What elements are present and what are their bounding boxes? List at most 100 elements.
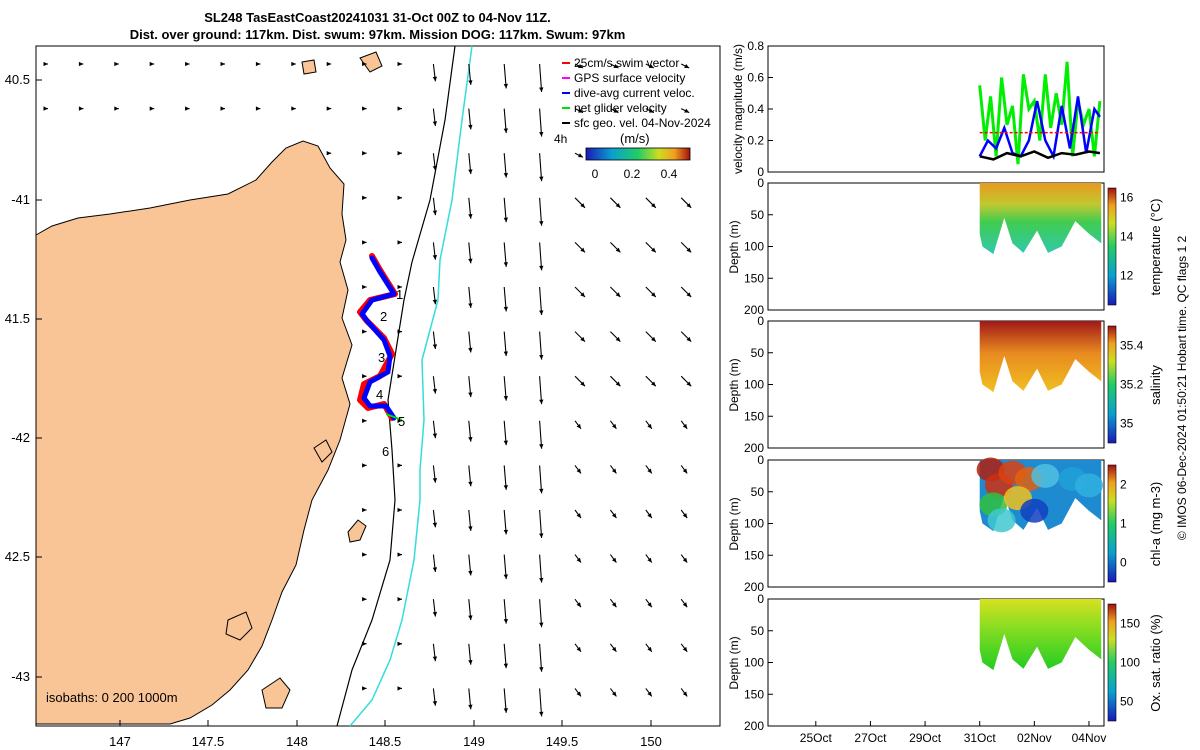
day-label: 4 [376,387,383,402]
velocity-arrow [539,242,544,271]
arrow-head [362,195,367,200]
velocity-arrow [114,61,119,67]
map-xtick-label: 149.5 [546,734,579,749]
arrow-head [432,76,438,82]
velocity-arrow [609,598,617,608]
velocity-arrow [574,63,584,69]
map-xtick-label: 150 [640,734,662,749]
arrow-head [615,292,621,297]
velocity-arrow [397,195,402,200]
arrow-head [576,602,581,608]
arrow-head [576,423,581,429]
velocity-arrow [609,554,617,563]
velocity-arrow [362,463,367,468]
velocity-arrow [432,465,438,483]
day-label: 1 [396,287,403,302]
arrow-head [686,247,692,253]
velocity-ytick-label: 0.4 [747,102,764,116]
velocity-arrow [539,153,544,182]
velocity-arrow [397,61,402,67]
arrow-head [397,106,402,111]
velocity-arrow [503,376,509,401]
arrow-head [397,61,402,67]
velocity-arrow [362,597,367,602]
map-ytick-label: 41.5 [5,311,30,326]
arrow-head [684,108,690,113]
section-data-fill [979,183,1102,255]
velocity-ytick-label: 0.8 [747,39,764,53]
section-ytick-label: 150 [744,687,764,701]
map-xtick-label: 147.5 [192,734,225,749]
velocity-arrow [362,329,367,334]
arrow-head [468,80,473,85]
velocity-arrow [362,106,367,111]
velocity-arrow [574,242,586,253]
arrow-head [468,347,473,353]
glider-track-net [385,413,403,421]
velocity-arrow [362,552,367,557]
velocity-arrow [610,63,619,69]
velocity-arrow [610,375,621,387]
arrow-head [43,106,48,111]
section-ytick-label: 0 [757,314,764,328]
arrow-head [651,381,656,387]
arrow-head [651,203,656,208]
map-ytick-label: -43 [11,669,30,684]
section-colorbar-tick: 0 [1120,556,1127,570]
velocity-arrow [397,641,402,646]
velocity-arrow [680,465,688,474]
arrow-head [432,478,438,483]
arrow-head [397,641,402,646]
arrow-head [397,597,402,602]
velocity-arrow [680,108,690,114]
velocity-arrow [43,61,48,67]
velocity-arrow [291,61,296,67]
velocity-arrow [503,286,509,312]
velocity-arrow [574,688,582,697]
arrow-head [613,64,619,68]
arrow-head [578,153,583,158]
velocity-arrow [432,331,438,350]
velocity-arrow [432,63,438,82]
section-colorbar-tick: 35 [1120,417,1134,431]
isobaths-label: isobaths: 0 200 1000m [46,690,178,705]
section-ytick-label: 100 [744,378,764,392]
arrow-head [362,329,367,334]
velocity-arrow [503,688,509,713]
section-colorbar-tick: 12 [1120,269,1134,283]
velocity-arrow [539,197,544,226]
arrow-head [686,381,692,387]
arrow-head [468,570,473,576]
velocity-arrow [539,554,544,583]
velocity-arrow [574,643,582,653]
section-ytick-label: 100 [744,240,764,254]
velocity-arrow [680,375,692,387]
velocity-arrow [680,509,688,519]
arrow-head [503,485,509,490]
section-colorbar [1107,325,1117,444]
arrow-head [468,436,473,442]
arrow-head [682,468,688,474]
velocity-arrow [468,63,473,85]
velocity-arrow [432,420,438,439]
velocity-arrow [539,376,544,405]
arrow-head [576,557,581,563]
velocity-arrow [468,108,473,130]
section-data-blob [987,508,1016,533]
velocity-ytick-label: 0.6 [747,71,764,85]
velocity-arrow [645,688,653,697]
arrow-head [397,686,402,691]
arrow-head [503,663,509,669]
section-colorbar-tick: 16 [1120,191,1134,205]
colorbar-tick-label: 0.2 [624,167,641,181]
velocity-arrow [680,688,688,697]
map-axes: 147 147.5 148 148.5 149 149.5 15040.5-4141.5-4… [5,72,662,749]
velocity-arrow [432,153,438,171]
isobath-200m [336,45,456,727]
arrow-head [397,195,402,200]
section-colorbar-label: temperature (°C) [1148,199,1163,296]
velocity-arrow [468,153,473,175]
velocity-arrow [503,242,509,267]
velocity-arrow [78,106,84,111]
section-ytick-label: 50 [751,624,765,638]
